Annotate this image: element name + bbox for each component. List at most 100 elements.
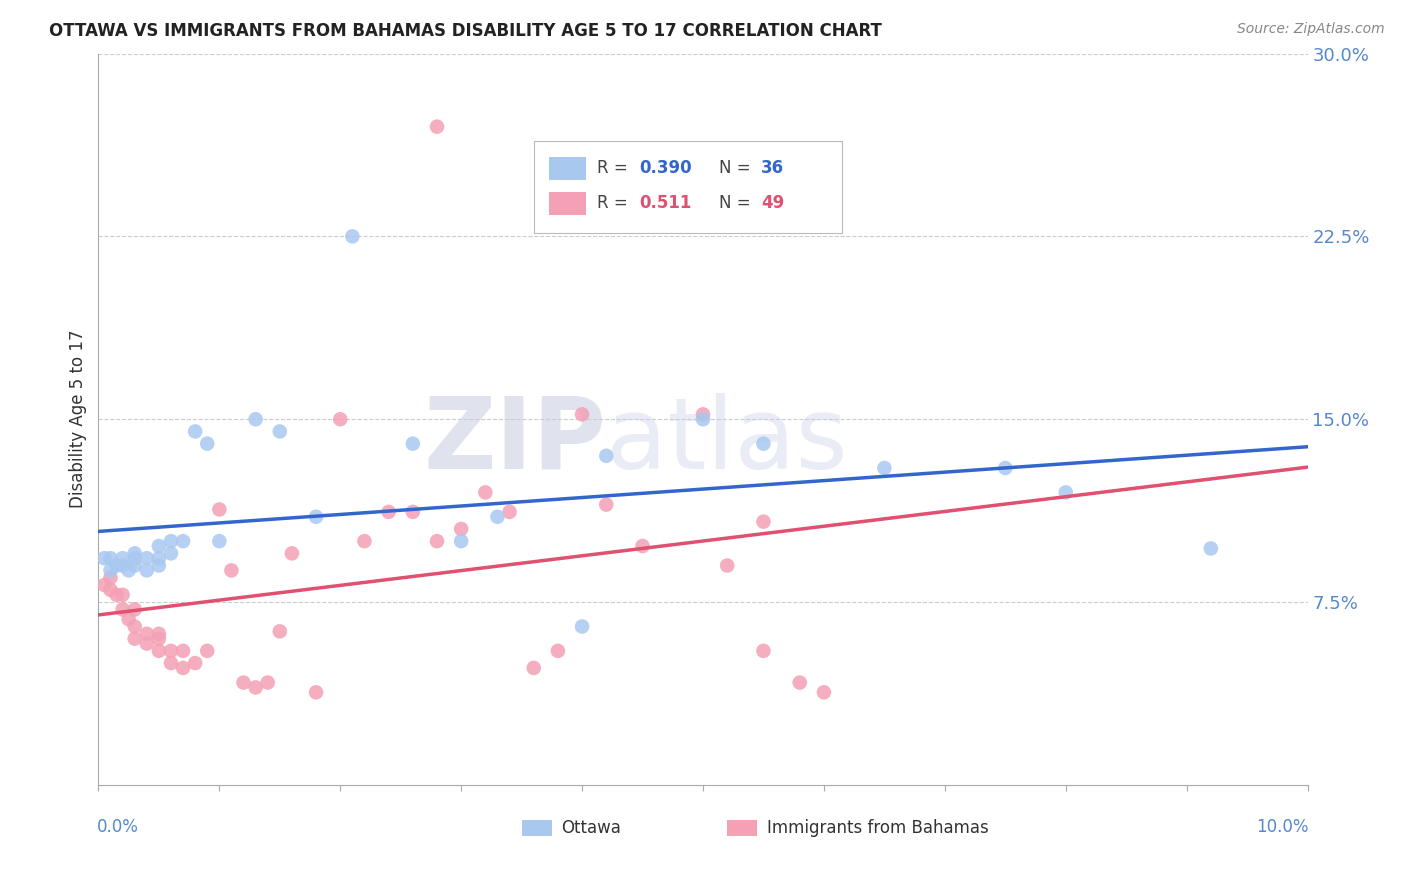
Point xyxy=(631,539,654,553)
Point xyxy=(100,582,122,597)
Point xyxy=(160,656,183,670)
Point xyxy=(873,461,896,475)
Point xyxy=(195,436,218,450)
Point xyxy=(148,627,170,641)
Point xyxy=(256,675,278,690)
Point xyxy=(498,505,520,519)
Point xyxy=(105,558,128,573)
Point xyxy=(172,661,194,675)
Text: N =: N = xyxy=(718,194,755,212)
Point xyxy=(426,120,449,134)
Point xyxy=(184,656,207,670)
Point xyxy=(93,551,115,566)
Point xyxy=(148,551,170,566)
Point xyxy=(402,505,425,519)
Text: 0.511: 0.511 xyxy=(638,194,692,212)
Point xyxy=(111,588,134,602)
Point xyxy=(124,602,146,616)
Point xyxy=(571,619,593,633)
Point xyxy=(148,632,170,646)
Point xyxy=(305,685,328,699)
Point xyxy=(994,461,1017,475)
Point xyxy=(789,675,811,690)
Point xyxy=(692,412,714,426)
Point xyxy=(100,551,122,566)
Point xyxy=(148,558,170,573)
Point xyxy=(100,571,122,585)
Text: 49: 49 xyxy=(761,194,785,212)
Point xyxy=(813,685,835,699)
Point xyxy=(135,551,157,566)
Point xyxy=(160,534,183,549)
Text: atlas: atlas xyxy=(606,392,848,490)
Point xyxy=(245,681,267,695)
Point xyxy=(523,661,546,675)
Point xyxy=(1054,485,1077,500)
Point xyxy=(148,644,170,658)
Point xyxy=(135,627,157,641)
Point xyxy=(450,534,472,549)
Text: Ottawa: Ottawa xyxy=(561,819,621,837)
Point xyxy=(118,612,141,626)
Text: 10.0%: 10.0% xyxy=(1257,818,1309,836)
Point xyxy=(221,563,243,577)
Text: Source: ZipAtlas.com: Source: ZipAtlas.com xyxy=(1237,22,1385,37)
Point xyxy=(269,425,291,439)
Point xyxy=(269,624,291,639)
Text: Immigrants from Bahamas: Immigrants from Bahamas xyxy=(768,819,988,837)
Point xyxy=(172,644,194,658)
Text: 0.0%: 0.0% xyxy=(97,818,139,836)
Point xyxy=(752,644,775,658)
Point xyxy=(450,522,472,536)
Point xyxy=(1199,541,1222,556)
Point xyxy=(486,509,509,524)
Point xyxy=(160,546,183,560)
Text: OTTAWA VS IMMIGRANTS FROM BAHAMAS DISABILITY AGE 5 TO 17 CORRELATION CHART: OTTAWA VS IMMIGRANTS FROM BAHAMAS DISABI… xyxy=(49,22,882,40)
FancyBboxPatch shape xyxy=(550,157,586,180)
FancyBboxPatch shape xyxy=(727,820,758,836)
Point xyxy=(547,644,569,658)
Text: 0.390: 0.390 xyxy=(638,160,692,178)
FancyBboxPatch shape xyxy=(534,141,842,233)
Text: 36: 36 xyxy=(761,160,785,178)
Point xyxy=(402,436,425,450)
Point xyxy=(474,485,496,500)
Point xyxy=(208,502,231,516)
Text: ZIP: ZIP xyxy=(423,392,606,490)
Point xyxy=(208,534,231,549)
Text: N =: N = xyxy=(718,160,755,178)
Point xyxy=(124,632,146,646)
Point xyxy=(111,551,134,566)
Point xyxy=(595,449,617,463)
Point xyxy=(172,534,194,549)
Point xyxy=(377,505,399,519)
Point xyxy=(148,539,170,553)
Y-axis label: Disability Age 5 to 17: Disability Age 5 to 17 xyxy=(69,330,87,508)
Point xyxy=(160,644,183,658)
Point xyxy=(111,558,134,573)
Point xyxy=(100,563,122,577)
Point xyxy=(135,636,157,650)
Point xyxy=(426,534,449,549)
Point xyxy=(124,551,146,566)
Point xyxy=(329,412,352,426)
Point xyxy=(111,602,134,616)
FancyBboxPatch shape xyxy=(550,192,586,215)
Point xyxy=(135,563,157,577)
Point xyxy=(93,578,115,592)
Point xyxy=(195,644,218,658)
FancyBboxPatch shape xyxy=(522,820,551,836)
Point xyxy=(124,546,146,560)
Point xyxy=(305,509,328,524)
Point xyxy=(281,546,304,560)
Point xyxy=(105,588,128,602)
Point xyxy=(571,408,593,422)
Text: R =: R = xyxy=(596,194,633,212)
Point xyxy=(232,675,254,690)
Point xyxy=(118,563,141,577)
Point xyxy=(595,498,617,512)
Point xyxy=(124,619,146,633)
Point xyxy=(752,515,775,529)
Point xyxy=(124,558,146,573)
Point xyxy=(184,425,207,439)
